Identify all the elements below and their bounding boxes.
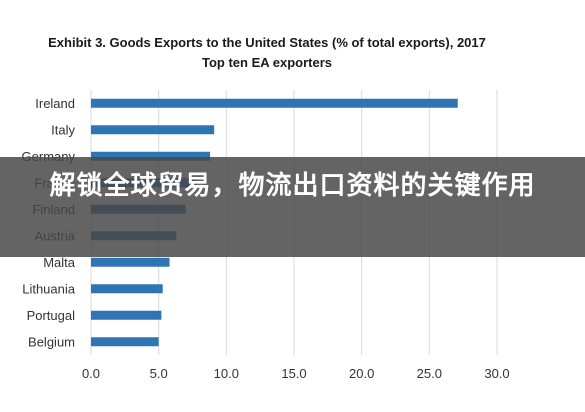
x-tick-label: 25.0	[417, 366, 442, 381]
x-tick-label: 5.0	[150, 366, 168, 381]
category-label-lithuania: Lithuania	[22, 281, 76, 296]
bar-malta	[91, 257, 170, 267]
x-tick-label: 15.0	[281, 366, 306, 381]
overlay-banner: 解锁全球贸易，物流出口资料的关键作用	[0, 157, 585, 257]
bar-germany	[91, 151, 211, 161]
bar-belgium	[91, 337, 159, 347]
category-label-italy: Italy	[51, 122, 75, 137]
bar-portugal	[91, 310, 162, 320]
bar-lithuania	[91, 284, 163, 294]
bar-ireland	[91, 98, 458, 108]
x-tick-label: 30.0	[484, 366, 509, 381]
chart-subtitle: Top ten EA exporters	[202, 55, 332, 70]
category-label-malta: Malta	[43, 255, 76, 270]
category-label-ireland: Ireland	[35, 96, 75, 111]
x-axis-ticks: 0.0 5.0 10.0 15.0 20.0 25.0 30.0	[82, 366, 510, 381]
x-tick-label: 20.0	[349, 366, 374, 381]
bar-italy	[91, 125, 215, 135]
category-label-portugal: Portugal	[27, 308, 76, 323]
chart-title: Exhibit 3. Goods Exports to the United S…	[48, 35, 486, 50]
category-label-belgium: Belgium	[28, 334, 75, 349]
overlay-headline: 解锁全球贸易，物流出口资料的关键作用	[49, 171, 536, 201]
x-tick-label: 0.0	[82, 366, 100, 381]
x-tick-label: 10.0	[214, 366, 239, 381]
